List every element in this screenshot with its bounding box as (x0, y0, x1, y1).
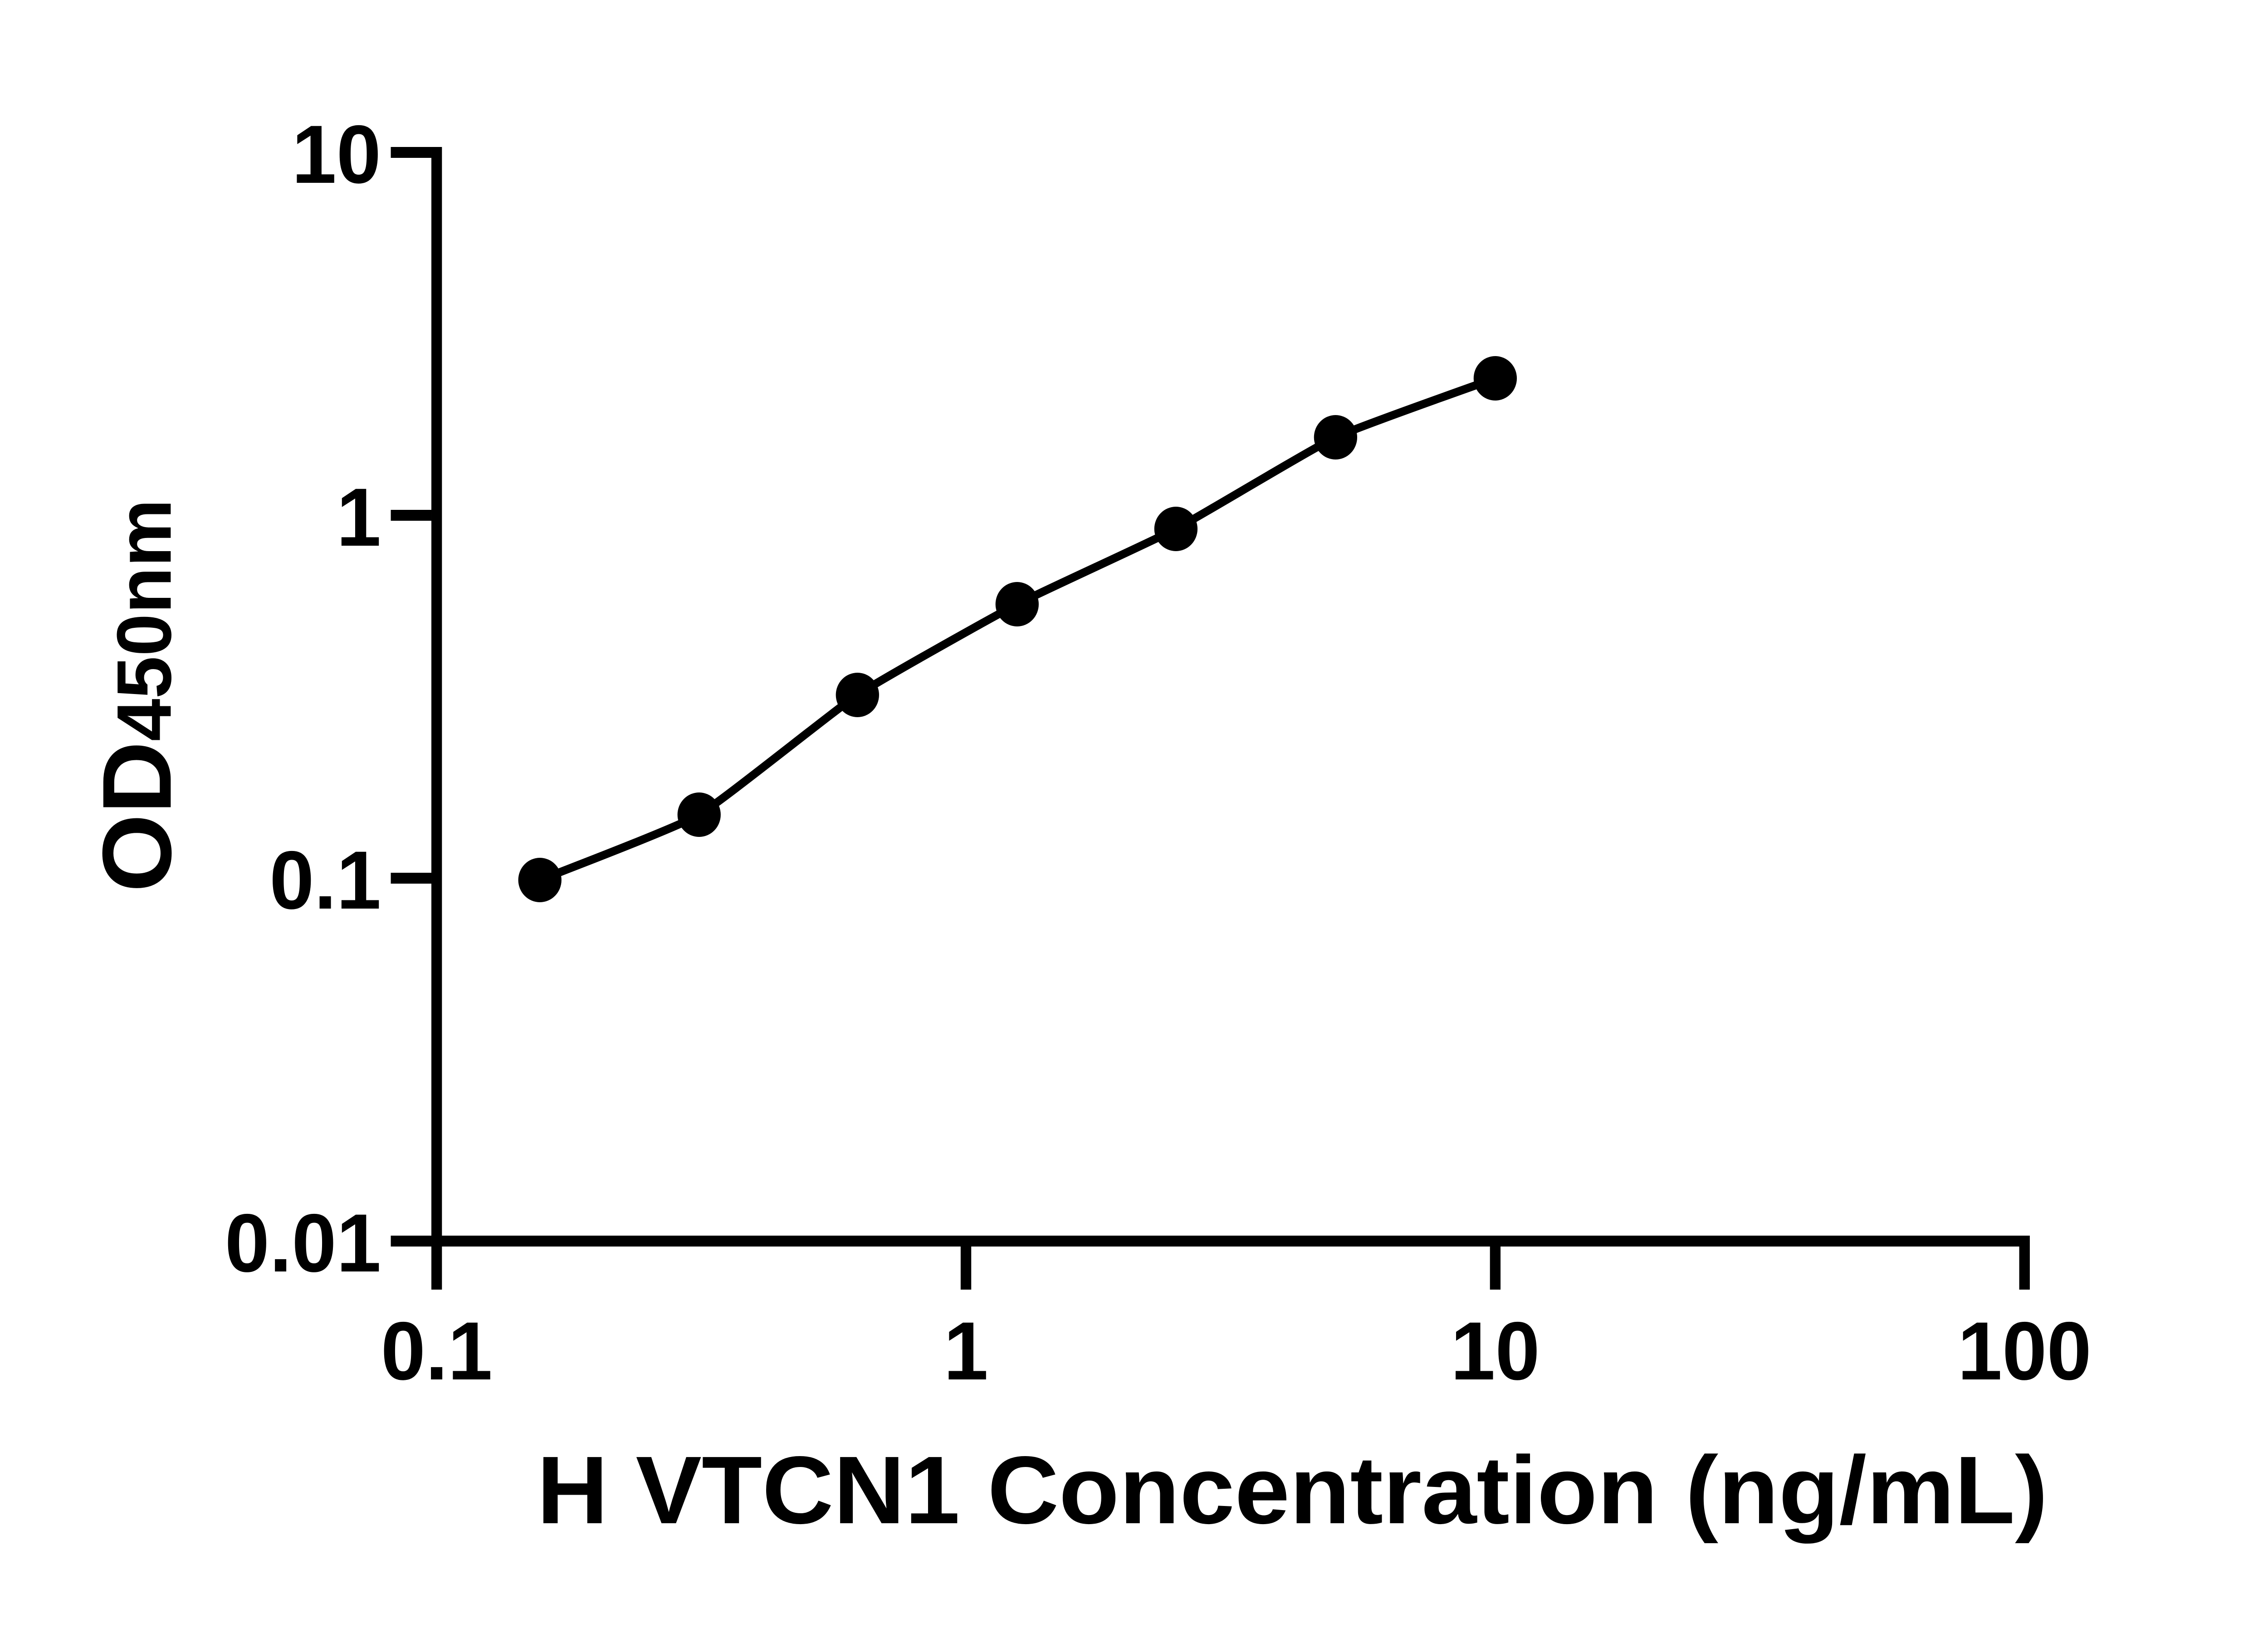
svg-text:H VTCN1 Concentration (ng/mL): H VTCN1 Concentration (ng/mL) (537, 1437, 2048, 1544)
svg-text:10: 10 (292, 109, 381, 201)
svg-text:OD450nm: OD450nm (83, 499, 192, 892)
svg-text:0.1: 0.1 (381, 1305, 493, 1398)
svg-text:0.1: 0.1 (269, 835, 381, 927)
svg-text:100: 100 (1958, 1305, 2092, 1398)
svg-text:0.01: 0.01 (225, 1198, 381, 1290)
svg-text:1: 1 (943, 1305, 988, 1398)
svg-text:1: 1 (337, 472, 381, 564)
svg-text:10: 10 (1451, 1305, 1540, 1398)
